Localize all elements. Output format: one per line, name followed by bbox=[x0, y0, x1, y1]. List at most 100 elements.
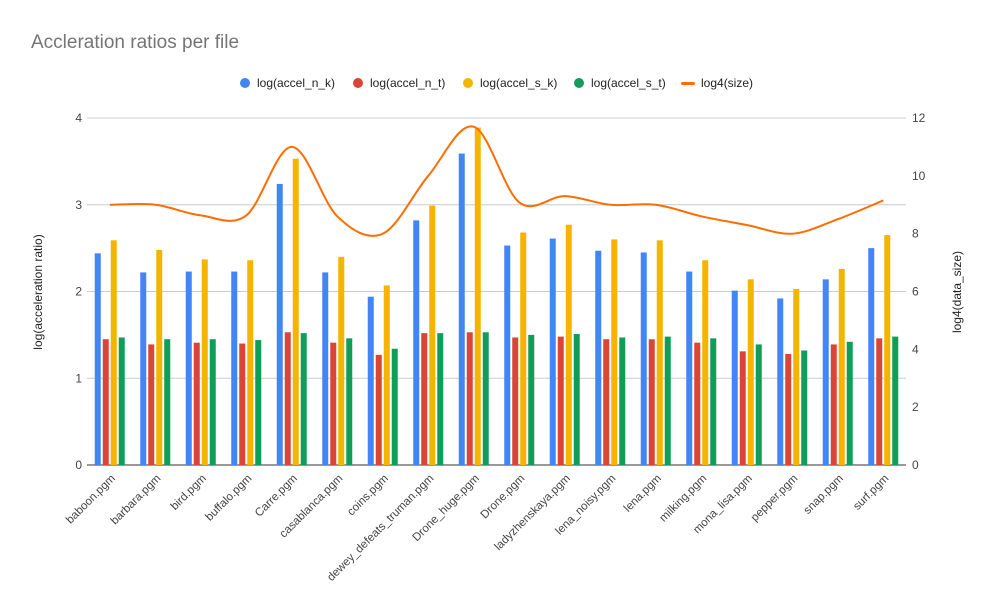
bar-log-accel-n-t- bbox=[239, 343, 246, 465]
x-tick-label: Drone.pgm bbox=[479, 473, 528, 522]
legend-swatch-green bbox=[574, 78, 584, 88]
bar-log-accel-s-t- bbox=[255, 340, 262, 465]
bar-log-accel-s-t- bbox=[437, 333, 444, 465]
bar-log-accel-n-t- bbox=[466, 332, 473, 465]
bar-log-accel-s-t- bbox=[482, 332, 489, 465]
y2-tick-label: 0 bbox=[912, 458, 919, 472]
y-tick-label: 1 bbox=[75, 371, 82, 385]
bar-log-accel-n-t- bbox=[830, 344, 837, 465]
bar-log-accel-s-k- bbox=[110, 240, 117, 465]
bar-log-accel-n-k- bbox=[367, 296, 374, 465]
legend-item-accel-n-t[interactable]: log(accel_n_t) bbox=[353, 72, 445, 94]
x-tick-label: lena.pgm bbox=[622, 473, 664, 515]
bar-log-accel-s-k- bbox=[656, 240, 663, 465]
bar-log-accel-n-t- bbox=[557, 336, 564, 465]
bar-log-accel-n-k- bbox=[868, 248, 875, 465]
legend-label: log(accel_s_t) bbox=[591, 76, 666, 90]
y-axis-label: log(acceleration ratio) bbox=[31, 234, 45, 349]
bar-log-accel-n-k- bbox=[595, 250, 602, 465]
bar-log-accel-s-t- bbox=[118, 337, 125, 465]
bar-log-accel-s-t- bbox=[300, 333, 307, 465]
bar-log-accel-n-t- bbox=[284, 332, 291, 465]
y-tick-label: 2 bbox=[75, 285, 82, 299]
bar-log-accel-n-k- bbox=[458, 153, 465, 465]
legend-item-log4-size[interactable]: log4(size) bbox=[681, 72, 753, 94]
bar-log-accel-s-t- bbox=[664, 336, 671, 465]
bar-log-accel-n-t- bbox=[193, 342, 200, 465]
bar-log-accel-n-k- bbox=[413, 220, 420, 465]
bar-log-accel-n-t- bbox=[648, 339, 655, 465]
bar-log-accel-n-t- bbox=[785, 353, 792, 465]
bar-log-accel-n-k- bbox=[185, 271, 192, 465]
y-tick-label: 4 bbox=[75, 111, 82, 125]
x-tick-label: ladyzhenskaya.pgm bbox=[493, 473, 573, 553]
bar-log-accel-n-k- bbox=[322, 272, 329, 465]
bar-log-accel-n-t- bbox=[512, 337, 519, 465]
x-tick-label: bird.pgm bbox=[169, 473, 209, 513]
bar-log-accel-s-k- bbox=[429, 205, 436, 465]
chart-title: Accleration ratios per file bbox=[31, 32, 240, 53]
bar-log-accel-n-k- bbox=[231, 271, 238, 465]
bar-log-accel-n-t- bbox=[739, 351, 746, 465]
bar-log-accel-s-k- bbox=[247, 260, 254, 465]
bar-log-accel-s-k- bbox=[474, 127, 481, 465]
bar-log-accel-s-k- bbox=[838, 268, 845, 465]
legend-swatch-red bbox=[353, 78, 363, 88]
x-tick-label: buffalo.pgm bbox=[204, 473, 255, 524]
bar-log-accel-n-t- bbox=[694, 342, 701, 465]
bar-log-accel-s-k- bbox=[338, 256, 345, 465]
bar-log-accel-n-k- bbox=[777, 298, 784, 465]
bar-log-accel-n-k- bbox=[276, 183, 283, 465]
y-tick-label: 0 bbox=[75, 458, 82, 472]
x-tick-label: Carre.pgm bbox=[253, 473, 300, 520]
bar-log-accel-s-t- bbox=[391, 348, 398, 465]
legend-label: log(accel_n_t) bbox=[370, 76, 446, 90]
bar-log-accel-n-k- bbox=[94, 253, 101, 465]
bar-log-accel-s-t- bbox=[801, 350, 808, 465]
line-log4-size- bbox=[109, 125, 884, 237]
bar-log-accel-s-k- bbox=[520, 232, 527, 465]
bar-log-accel-s-k- bbox=[292, 158, 299, 465]
bar-log-accel-s-t- bbox=[346, 338, 353, 465]
legend-item-accel-s-t[interactable]: log(accel_s_t) bbox=[574, 72, 666, 94]
bar-log-accel-s-k- bbox=[747, 279, 754, 465]
x-tick-label: surf.pgm bbox=[851, 473, 891, 513]
y2-tick-label: 6 bbox=[912, 285, 919, 299]
bar-log-accel-s-t- bbox=[892, 336, 899, 465]
bar-log-accel-s-k- bbox=[702, 260, 709, 465]
grid-lines bbox=[87, 117, 906, 466]
bar-log-accel-s-t- bbox=[209, 339, 216, 465]
bar-log-accel-n-t- bbox=[375, 354, 382, 465]
bar-log-accel-s-k- bbox=[884, 235, 891, 465]
y2-tick-label: 4 bbox=[912, 342, 919, 356]
y2-axis-label: log4(data_size) bbox=[950, 251, 964, 333]
y2-tick-label: 10 bbox=[912, 169, 926, 183]
bar-log-accel-n-k- bbox=[504, 245, 511, 465]
bar-log-accel-s-t- bbox=[528, 334, 535, 465]
legend-line-orange bbox=[681, 81, 695, 85]
bar-log-accel-s-k- bbox=[201, 259, 208, 465]
y2-tick-label: 8 bbox=[912, 227, 919, 241]
legend-label: log(accel_s_k) bbox=[480, 76, 558, 90]
legend-item-accel-n-k[interactable]: log(accel_n_k) bbox=[240, 72, 335, 94]
bar-log-accel-s-t- bbox=[619, 337, 626, 465]
x-tick-label: pepper.pgm bbox=[749, 473, 800, 524]
chart-legend: log(accel_n_k) log(accel_n_t) log(accel_… bbox=[0, 72, 995, 94]
bar-log-accel-n-t- bbox=[421, 333, 428, 465]
bar-log-accel-n-k- bbox=[731, 290, 738, 465]
bar-log-accel-s-t- bbox=[755, 344, 762, 465]
bar-log-accel-n-k- bbox=[686, 271, 693, 465]
bar-log-accel-n-k- bbox=[822, 279, 829, 465]
bar-log-accel-s-k- bbox=[156, 249, 163, 465]
bar-log-accel-s-k- bbox=[565, 224, 572, 465]
bar-log-accel-n-t- bbox=[603, 339, 610, 465]
legend-item-accel-s-k[interactable]: log(accel_s_k) bbox=[463, 72, 557, 94]
legend-label: log4(size) bbox=[701, 76, 754, 90]
bar-log-accel-n-t- bbox=[148, 344, 155, 465]
bar-log-accel-n-t- bbox=[102, 339, 109, 465]
bar-log-accel-n-k- bbox=[549, 238, 556, 465]
y2-tick-label: 12 bbox=[912, 111, 926, 125]
bar-log-accel-s-t- bbox=[573, 334, 580, 465]
line-series bbox=[109, 125, 884, 237]
